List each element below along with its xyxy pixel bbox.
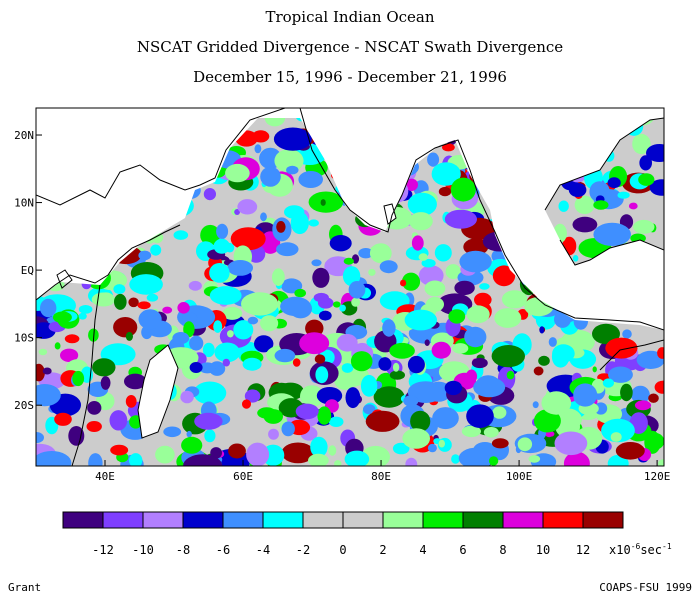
colorbar (62, 511, 624, 529)
colorbar-swatch (62, 511, 104, 529)
colorbar-swatch (382, 511, 424, 529)
colorbar-swatch (342, 511, 384, 529)
lon-label: 120E (644, 470, 671, 483)
colorbar-label: 0 (339, 543, 346, 557)
colorbar-swatch (582, 511, 624, 529)
colorbar-label: 4 (419, 543, 426, 557)
colorbar-label: -12 (92, 543, 114, 557)
colorbar-labels: -12 -10 -8 -6 -4 -2 0 2 4 6 8 10 12 (92, 543, 590, 557)
colorbar-label: -4 (256, 543, 270, 557)
colorbar-label: -10 (132, 543, 154, 557)
colorbar-unit: x10-6sec-1 (609, 542, 672, 557)
colorbar-swatch (502, 511, 544, 529)
colorbar-swatch (142, 511, 184, 529)
colorbar-swatch (102, 511, 144, 529)
map-title: Tropical Indian Ocean (265, 8, 435, 26)
lat-label: 20N (14, 129, 34, 142)
colorbar-swatch (182, 511, 224, 529)
map-subtitle: NSCAT Gridded Divergence - NSCAT Swath D… (136, 38, 564, 56)
colorbar-label: -2 (296, 543, 310, 557)
colorbar-label: 12 (576, 543, 590, 557)
colorbar-swatch (462, 511, 504, 529)
lon-label: 60E (233, 470, 253, 483)
colorbar-label: 2 (379, 543, 386, 557)
lon-label: 80E (371, 470, 391, 483)
colorbar-swatch (222, 511, 264, 529)
colorbar-swatch (262, 511, 304, 529)
colorbar-label: -6 (216, 543, 230, 557)
colorbar-label: 10 (536, 543, 550, 557)
lon-label: 100E (506, 470, 533, 483)
lat-label: 10N (14, 197, 34, 210)
latitude-axis: 20N 10N EQ 10S 20S (14, 129, 42, 412)
lon-label: 40E (95, 470, 115, 483)
lat-label: 20S (14, 399, 34, 412)
source-credit: COAPS-FSU 1999 (599, 581, 692, 594)
coastline (36, 108, 664, 466)
date-range: December 15, 1996 - December 21, 1996 (193, 68, 507, 86)
colorbar-swatch (542, 511, 584, 529)
longitude-axis: 40E 60E 80E 100E 120E (95, 460, 670, 483)
colorbar-label: -8 (176, 543, 190, 557)
colorbar-label: 8 (499, 543, 506, 557)
colorbar-swatch (302, 511, 344, 529)
author-credit: Grant (8, 581, 42, 594)
colorbar-label: 6 (459, 543, 466, 557)
lat-label: 10S (14, 332, 34, 345)
lat-label: EQ (21, 264, 34, 277)
colorbar-swatch (422, 511, 464, 529)
map-frame (35, 107, 665, 467)
